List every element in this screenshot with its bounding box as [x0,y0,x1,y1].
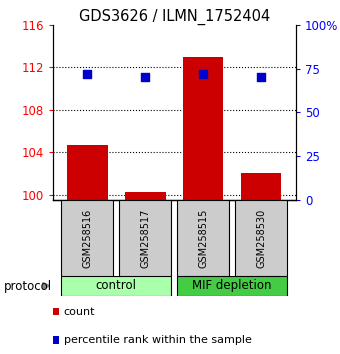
Title: GDS3626 / ILMN_1752404: GDS3626 / ILMN_1752404 [79,8,270,25]
Point [258,75,264,80]
Text: percentile rank within the sample: percentile rank within the sample [64,335,252,345]
Bar [177,200,229,276]
Point [201,71,206,77]
Bar [235,200,287,276]
Text: GSM258516: GSM258516 [82,209,92,268]
Bar [241,173,281,200]
Point [85,71,90,77]
Bar [62,276,171,296]
Bar [62,200,114,276]
Point [142,75,148,80]
Bar [125,192,166,200]
Text: GSM258530: GSM258530 [256,209,266,268]
Text: MIF depletion: MIF depletion [192,279,272,292]
Bar [67,145,108,200]
Bar [177,276,287,296]
Text: GSM258515: GSM258515 [198,209,208,268]
Text: protocol: protocol [3,280,52,293]
Bar [119,200,171,276]
Text: count: count [64,307,95,316]
Text: GSM258517: GSM258517 [140,209,150,268]
Text: control: control [96,279,137,292]
Bar [183,57,223,200]
